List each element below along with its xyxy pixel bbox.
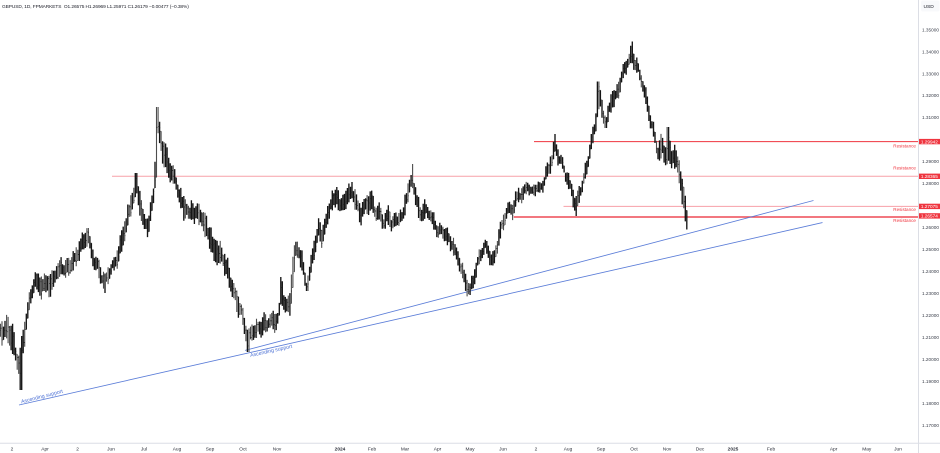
svg-text:1.17000: 1.17000	[922, 423, 939, 428]
svg-text:1.23000: 1.23000	[922, 291, 939, 296]
svg-text:Oct: Oct	[630, 447, 638, 453]
svg-text:1.28365: 1.28365	[921, 174, 938, 179]
svg-text:1.29000: 1.29000	[922, 159, 939, 164]
svg-text:Resistance: Resistance	[893, 144, 916, 149]
svg-text:1.34000: 1.34000	[922, 49, 939, 54]
svg-text:Jul: Jul	[141, 447, 147, 453]
svg-text:1.26000: 1.26000	[922, 225, 939, 230]
svg-text:Feb: Feb	[767, 447, 776, 453]
svg-text:Nov: Nov	[663, 447, 672, 453]
svg-text:May: May	[465, 447, 475, 453]
svg-text:Jun: Jun	[499, 447, 507, 453]
svg-text:1.24000: 1.24000	[922, 269, 939, 274]
svg-text:GBPUSD, 1D, FPMARKETS O1.2657: GBPUSD, 1D, FPMARKETS O1.26575 H1.26969 …	[2, 4, 189, 10]
svg-text:Resistance: Resistance	[893, 218, 916, 223]
svg-text:Jun: Jun	[107, 447, 115, 453]
svg-text:2024: 2024	[335, 447, 346, 453]
svg-text:Oct: Oct	[239, 447, 247, 453]
svg-text:1.32000: 1.32000	[922, 93, 939, 98]
svg-text:May: May	[862, 447, 872, 453]
svg-text:Dec: Dec	[696, 447, 705, 453]
svg-text:2: 2	[11, 447, 14, 453]
svg-text:Apr: Apr	[41, 447, 49, 453]
svg-text:Resistance: Resistance	[893, 166, 916, 171]
svg-text:Feb: Feb	[368, 447, 377, 453]
svg-text:Sep: Sep	[597, 447, 606, 453]
svg-text:2: 2	[535, 447, 538, 453]
svg-text:1.31000: 1.31000	[922, 115, 939, 120]
svg-text:1.21000: 1.21000	[922, 335, 939, 340]
svg-text:2: 2	[76, 447, 79, 453]
svg-text:1.29942: 1.29942	[921, 139, 938, 144]
svg-text:2025: 2025	[728, 447, 739, 453]
svg-text:1.22000: 1.22000	[922, 313, 939, 318]
svg-text:1.25000: 1.25000	[922, 247, 939, 252]
svg-text:Jun: Jun	[894, 447, 902, 453]
svg-text:1.19000: 1.19000	[922, 379, 939, 384]
svg-text:1.27075: 1.27075	[921, 204, 938, 209]
svg-text:1.26574: 1.26574	[921, 214, 938, 219]
svg-text:1.35000: 1.35000	[922, 27, 939, 32]
svg-text:Resistance: Resistance	[893, 207, 916, 212]
svg-text:Mar: Mar	[401, 447, 410, 453]
svg-text:Apr: Apr	[830, 447, 838, 453]
svg-text:Apr: Apr	[434, 447, 442, 453]
svg-text:1.20000: 1.20000	[922, 357, 939, 362]
svg-text:1.18000: 1.18000	[922, 401, 939, 406]
svg-text:Nov: Nov	[273, 447, 282, 453]
svg-text:Sep: Sep	[206, 447, 215, 453]
svg-text:1.33000: 1.33000	[922, 71, 939, 76]
svg-text:1.28000: 1.28000	[922, 181, 939, 186]
svg-text:USD: USD	[924, 4, 935, 10]
svg-text:Aug: Aug	[564, 447, 573, 453]
svg-text:Aug: Aug	[173, 447, 182, 453]
